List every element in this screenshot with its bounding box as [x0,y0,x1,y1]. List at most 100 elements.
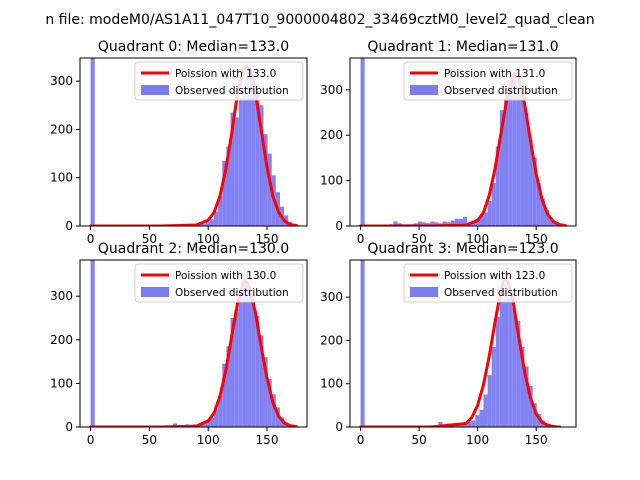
y-tick-label: 100 [320,174,343,188]
histogram-bar [422,222,427,226]
histogram-bar [271,394,276,427]
axes-frame [349,57,577,227]
y-tick-label: 100 [320,377,343,391]
histogram-bar [267,379,272,427]
histogram-bar [201,224,206,226]
figure-suptitle: n file: modeM0/AS1A11_047T10_9000004802_… [45,12,594,28]
subplot-quadrant-3: Quadrant 3: Median=123.0 0 50 100 150 0 100 200… [320,241,577,447]
x-tick-label: 0 [87,433,95,447]
histogram-bar [479,409,484,427]
legend-poisson-label: Poission with 130.0 [175,270,276,282]
plot-area [89,58,298,226]
legend: Poission with 133.0 Observed distribution [134,61,304,101]
histogram-bar [214,211,219,226]
legend-poisson-label: Poission with 133.0 [175,68,276,80]
x-tick-label: 100 [466,232,489,246]
y-tick-label: 300 [320,290,343,304]
y-tick-label: 100 [50,376,73,390]
histogram-bar [512,76,517,226]
histogram-bar [226,146,231,226]
histogram-bar [508,89,513,226]
legend-observed-label: Observed distribution [444,85,558,97]
histogram-bar [544,210,550,226]
histogram-bar [242,88,248,226]
y-tick-label: 100 [50,171,73,185]
y-tick-label: 200 [320,333,343,347]
histogram-bar [90,58,95,226]
subplot-title: Quadrant 2: Median=130.0 [98,241,289,257]
axes-frame [79,259,308,428]
histogram-bar [516,321,521,427]
x-tick-label: 150 [256,232,279,246]
histogram-bar [499,110,504,226]
histogram-bar [516,85,521,226]
subplot-quadrant-2: Quadrant 2: Median=130.0 0 50 100 150 0 100 200… [50,241,308,447]
histogram-bar [393,221,398,226]
histogram-bar [503,98,509,226]
histogram-bar [512,308,517,427]
y-tick-label: 200 [320,128,343,142]
histogram-bar [475,414,480,427]
legend-observed-label: Observed distribution [175,85,289,97]
y-tick-label: 0 [335,219,343,233]
histogram-bar [438,421,443,427]
histogram-bar [259,335,264,427]
legend: Poission with 123.0 Observed distribution [403,263,573,303]
histogram-bar [549,217,554,226]
histogram-bar [251,300,256,427]
histogram-bar [528,139,533,226]
histogram-bar [471,420,476,427]
histogram-bar [467,421,472,427]
legend-box [403,61,573,101]
plot-area [89,260,298,427]
histogram-bar [218,395,223,427]
histogram-bar [491,346,496,427]
histogram-bar [495,316,500,427]
x-tick-label: 100 [197,433,220,447]
y-tick-label: 0 [65,219,73,233]
histogram-bar [209,219,215,226]
histogram-bar [90,260,95,427]
histogram-bar [475,218,480,226]
x-tick-label: 50 [411,433,426,447]
histogram-bar [430,221,435,226]
histogram-bar [255,90,260,226]
histogram-bar [201,422,206,427]
x-tick-label: 150 [525,433,548,447]
subplot-quadrant-0: Quadrant 0: Median=133.0 0 50 100 150 0 100 200… [50,39,308,246]
histogram-bar [214,409,219,427]
histogram-bar [209,417,215,427]
histogram-bar [463,216,468,226]
subplot-title: Quadrant 3: Median=123.0 [367,241,558,257]
x-tick-label: 0 [357,433,365,447]
histogram-bar [205,420,210,427]
histogram-bar [454,218,459,226]
histogram-bar [234,117,239,226]
histogram-bar [479,216,484,226]
histogram-bar [503,284,509,427]
histogram-bar [483,394,488,427]
legend-poisson-label: Poission with 131.0 [444,68,545,80]
subplot-grid: Quadrant 0: Median=133.0 0 50 100 150 0 100 200… [50,39,577,447]
histogram-bar [255,315,260,427]
legend-observed-swatch [410,85,438,95]
histogram-bar [450,220,455,226]
legend: Poission with 130.0 Observed distribution [134,263,304,303]
histogram-bar [536,182,541,226]
histogram-bar [487,201,492,226]
legend-poisson-label: Poission with 123.0 [444,270,545,282]
histogram-bar [267,153,272,226]
histogram-bar [230,317,235,427]
histogram-bar [463,423,468,427]
histogram-bar [263,134,268,226]
x-tick-label: 0 [87,232,95,246]
legend: Poission with 131.0 Observed distribution [403,61,573,101]
axes-frame [79,57,308,227]
histogram-bar [247,285,252,427]
histogram-bar [226,346,231,427]
histogram-bar [495,146,500,226]
legend-observed-label: Observed distribution [444,287,558,299]
legend-observed-swatch [410,287,438,297]
plot-area [359,58,567,226]
histogram-bar [442,221,447,226]
